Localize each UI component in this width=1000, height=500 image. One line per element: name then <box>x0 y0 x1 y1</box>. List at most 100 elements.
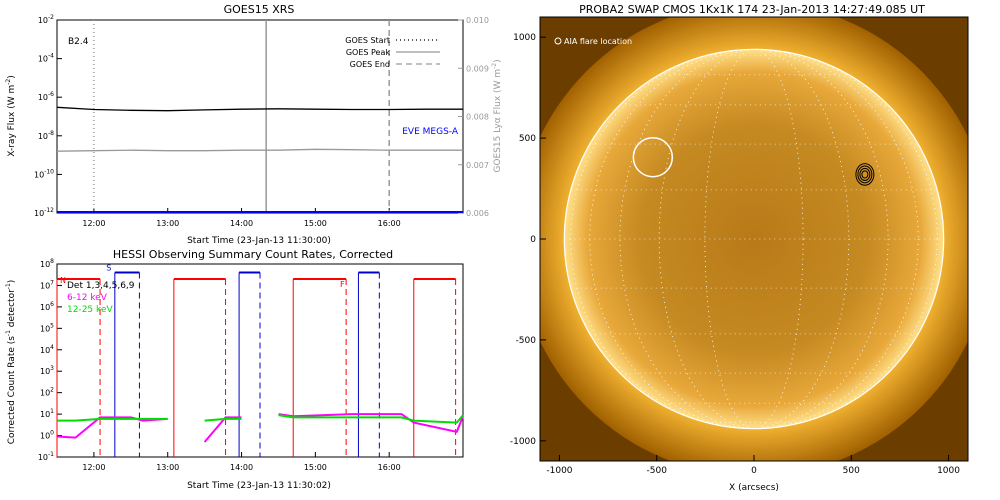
hessi-y-axis: 108 107 106 105 104 103 102 101 100 10-1 <box>38 258 62 462</box>
hessi-ylabel-exp2: -1 <box>5 283 12 289</box>
swap-x-axis: -1000 -500 0 500 1000 <box>546 455 960 476</box>
goes-y-tick-label: 10-2 <box>38 14 54 25</box>
swap-y-tick-label: -500 <box>516 336 537 346</box>
flare-contours <box>855 163 875 186</box>
longitude-line <box>589 48 919 430</box>
goes-series-line <box>57 148 463 152</box>
hessi-legend: Det 1,3,4,5,6,9 6-12 keV 12-25 keV <box>67 281 135 315</box>
swap-panel: PROBA2 SWAP CMOS 1Kx1K 174 23-Jan-2013 1… <box>510 3 969 493</box>
longitude-line <box>570 48 938 430</box>
flare-contour <box>857 165 873 184</box>
swap-y-tick-label: 1000 <box>513 33 536 43</box>
hessi-y-tick-label: 108 <box>40 258 54 269</box>
swap-x-tick-label: 1000 <box>937 466 960 476</box>
hessi-xlabel: Start Time (23-Jan-13 11:30:02) <box>187 481 331 491</box>
hessi-series-line <box>204 417 242 422</box>
goes-x-tick-label: 16:00 <box>378 219 401 228</box>
swap-x-tick-label: -500 <box>647 466 668 476</box>
hessi-legend-label: 12-25 keV <box>67 305 113 315</box>
goes-y2label-close: ) <box>493 59 503 63</box>
swap-legend-circle-icon <box>554 37 562 45</box>
goes-x-tick-label: 12:00 <box>82 219 105 228</box>
hessi-x-tick-label: 15:00 <box>304 463 327 472</box>
goes-ylabel-close: ) <box>7 75 17 79</box>
hessi-annotation: S <box>106 264 111 273</box>
goes-y2-tick-label: 0.006 <box>466 209 489 218</box>
hessi-series-line <box>203 416 242 443</box>
goes-y2-tick-label: 0.010 <box>466 16 489 25</box>
hessi-annotation: F <box>340 280 345 289</box>
goes-series-line <box>57 106 463 112</box>
goes-y2-tick-label: 0.008 <box>466 113 489 122</box>
hessi-series-line <box>57 417 168 422</box>
goes-legend-label: GOES Peak <box>346 48 391 57</box>
goes-x-tick-label: 14:00 <box>230 219 253 228</box>
swap-y-tick-label: -1000 <box>510 437 536 447</box>
goes-y2label: GOES15 Lyα Flux (W m-2) <box>491 59 503 172</box>
goes-eve-annotation: EVE MEGS-A <box>402 127 459 137</box>
hessi-annotation: N <box>60 276 66 285</box>
goes-series <box>57 106 463 213</box>
hessi-x-tick-label: 16:00 <box>378 463 401 472</box>
goes-xlabel: Start Time (23-Jan-13 11:30:00) <box>187 236 331 246</box>
hessi-y-tick-label: 10-1 <box>38 451 54 462</box>
hessi-intervals: N S F <box>56 264 457 457</box>
goes-ylabel-text: X-ray Flux (W m <box>7 85 17 157</box>
goes-y-axis: 10-2 10-4 10-6 10-8 10-10 10-12 <box>34 14 62 218</box>
hessi-x-tick-label: 12:00 <box>82 463 105 472</box>
hessi-ylabel-exp1: -1 <box>5 330 12 336</box>
hessi-series <box>56 413 464 443</box>
longitude-line <box>704 48 804 430</box>
hessi-ylabel-mid: detector <box>7 289 17 330</box>
hessi-legend-label: Det 1,3,4,5,6,9 <box>67 281 135 291</box>
swap-legend: AIA flare location <box>554 37 632 46</box>
hessi-title: HESSI Observing Summary Count Rates, Cor… <box>113 248 393 261</box>
hessi-y-tick-label: 100 <box>40 430 54 441</box>
goes-title: GOES15 XRS <box>224 3 295 16</box>
goes-y-tick-label: 10-10 <box>34 168 54 179</box>
hessi-series-line <box>278 414 464 424</box>
hessi-ylabel-text: Corrected Count Rate (s <box>7 336 17 445</box>
hessi-y-tick-label: 105 <box>40 322 54 333</box>
goes-y-tick-label: 10-6 <box>38 91 54 102</box>
hessi-y-tick-label: 106 <box>40 301 54 312</box>
sun-disk <box>563 48 945 430</box>
swap-x-tick-label: 500 <box>843 466 860 476</box>
swap-x-tick-label: 0 <box>751 466 757 476</box>
goes-legend-label: GOES Start <box>345 36 390 45</box>
goes-y2label-text: GOES15 Lyα Flux (W m <box>493 69 503 173</box>
hessi-x-tick-label: 14:00 <box>230 463 253 472</box>
hessi-ylabel: Corrected Count Rate (s-1 detector-1) <box>5 280 17 445</box>
swap-x-tick-label: -1000 <box>546 466 572 476</box>
hessi-x-tick-label: 13:00 <box>156 463 179 472</box>
hessi-y-tick-label: 102 <box>40 387 54 398</box>
goes-plot-frame <box>56 19 464 214</box>
hessi-series-line <box>278 413 464 433</box>
hessi-panel: HESSI Observing Summary Count Rates, Cor… <box>5 248 464 491</box>
longitude-line <box>619 48 889 430</box>
goes-legend-label: GOES End <box>350 60 390 69</box>
goes-y-tick-label: 10-8 <box>38 130 54 141</box>
swap-image <box>540 17 968 461</box>
swap-title: PROBA2 SWAP CMOS 1Kx1K 174 23-Jan-2013 1… <box>579 3 925 16</box>
aia-flare-location-circle <box>632 137 674 178</box>
goes-y2-tick-label: 0.009 <box>466 64 489 73</box>
hessi-y-tick-label: 101 <box>40 408 54 419</box>
swap-legend-label: AIA flare location <box>564 37 632 46</box>
goes-ylabel-exp: -2 <box>5 79 12 85</box>
swap-y-tick-label: 0 <box>530 235 536 245</box>
hessi-y-tick-label: 107 <box>40 279 54 290</box>
goes-y-tick-label: 10-12 <box>34 207 54 218</box>
goes-y-tick-label: 10-4 <box>38 53 54 64</box>
flare-contour <box>855 163 875 186</box>
swap-xlabel: X (arcsecs) <box>729 483 779 493</box>
swap-y-axis: 1000 500 0 -500 -1000 <box>510 33 546 447</box>
hessi-legend-label: 6-12 keV <box>67 293 108 303</box>
flare-contour <box>859 167 871 181</box>
hessi-series-line <box>56 416 168 439</box>
goes-x-tick-label: 13:00 <box>156 219 179 228</box>
flare-contour <box>861 170 869 179</box>
goes-y2label-exp: -2 <box>491 63 498 69</box>
goes-legend: GOES Start GOES Peak GOES End <box>345 36 440 69</box>
